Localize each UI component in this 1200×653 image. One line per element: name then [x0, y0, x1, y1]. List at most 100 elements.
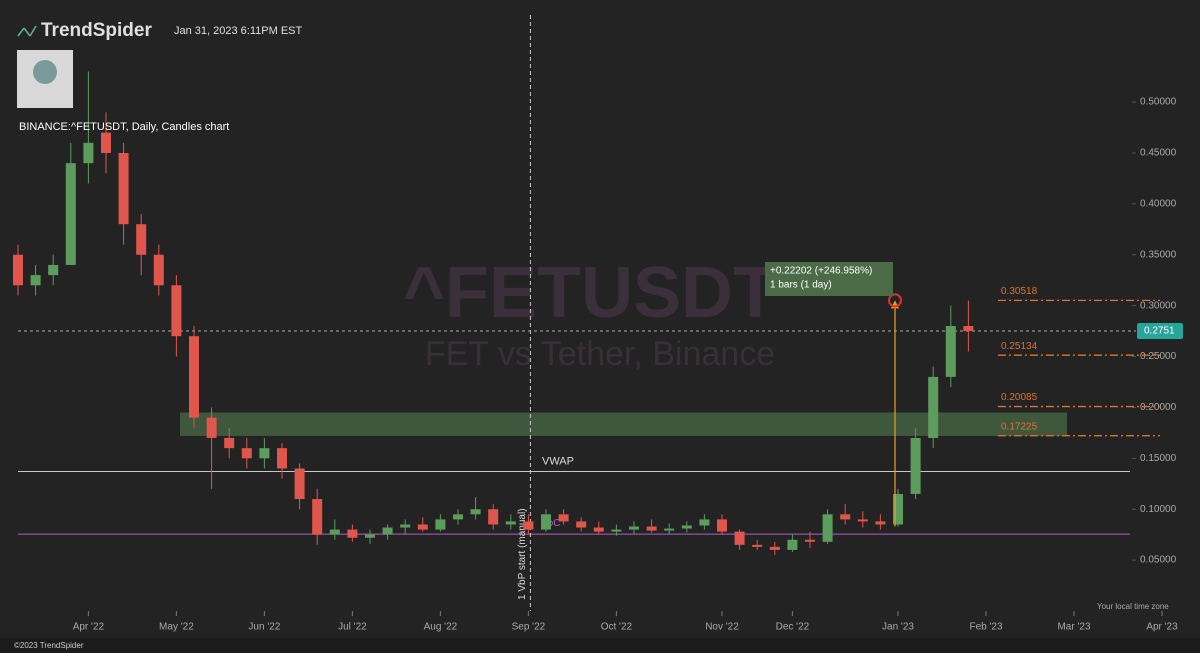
measure-text: 1 bars (1 day) — [770, 280, 832, 291]
x-tick-label: May '22 — [159, 622, 194, 633]
candle-body — [488, 509, 499, 525]
symbol-info: BINANCE:^FETUSDT, Daily, Candles chart — [19, 121, 229, 133]
candle-body — [189, 336, 199, 418]
x-tick-label: Jul '22 — [338, 622, 367, 633]
candle-body — [400, 524, 411, 528]
candle-body — [893, 493, 903, 525]
vbp-label: 1 VbP start (manual) — [517, 508, 528, 600]
candle-body — [611, 529, 622, 532]
copyright: ©2023 TrendSpider — [14, 641, 84, 650]
header: TrendSpider Jan 31, 2023 6:11PM EST BINA… — [17, 20, 302, 133]
candle-body — [505, 521, 516, 525]
y-tick-label: 0.05000 — [1140, 555, 1177, 566]
candle-body — [787, 539, 798, 550]
candle-body — [453, 514, 463, 520]
candle-body — [65, 163, 76, 265]
candle-body — [593, 527, 604, 532]
y-tick-label: 0.20000 — [1140, 402, 1177, 413]
y-tick-label: 0.30000 — [1140, 300, 1177, 311]
candle-body — [840, 514, 851, 520]
candle-body — [541, 514, 551, 530]
candle-body — [329, 529, 340, 535]
fib-label: 0.25134 — [1001, 341, 1038, 352]
x-tick-label: Mar '23 — [1057, 622, 1090, 633]
candle-body — [241, 448, 252, 459]
avatar-shape — [33, 60, 57, 84]
x-tick-label: Jan '23 — [882, 622, 914, 633]
x-tick-label: Feb '23 — [969, 622, 1002, 633]
candle-body — [717, 519, 727, 532]
candle-body — [629, 526, 639, 530]
candle-body — [101, 132, 111, 153]
last-price-box — [1137, 322, 1183, 339]
x-tick-label: Jun '22 — [248, 622, 280, 633]
candle-body — [277, 448, 287, 469]
candle-body — [805, 539, 815, 542]
plot: VWAPPoC1 VbP start (manual)0.050000.1000… — [13, 15, 1183, 633]
measure-text: +0.22202 (+246.958%) — [770, 266, 872, 277]
measure-target — [888, 293, 902, 308]
candle-body — [417, 524, 428, 530]
candle-body — [294, 468, 305, 500]
x-tick-label: Apr '23 — [1146, 622, 1178, 633]
candle-body — [312, 499, 323, 535]
y-tick-label: 0.10000 — [1140, 504, 1177, 515]
candle-body — [928, 376, 939, 438]
candle-body — [857, 519, 868, 522]
candle-body — [576, 521, 587, 528]
candle-body — [259, 448, 270, 459]
vwap-label: VWAP — [542, 455, 574, 467]
candle-body — [48, 264, 59, 276]
timestamp: Jan 31, 2023 6:11PM EST — [174, 25, 302, 37]
candle-body — [30, 275, 41, 286]
measure-box — [765, 262, 893, 296]
candle-body — [206, 417, 217, 438]
candle-body — [681, 525, 692, 529]
last-price-label: 0.2751 — [1144, 326, 1175, 337]
candle-body — [153, 254, 164, 286]
timezone-note: Your local time zone — [1097, 602, 1169, 611]
candle-body — [822, 514, 833, 542]
candle-body — [910, 437, 921, 494]
y-tick-label: 0.15000 — [1140, 453, 1177, 464]
candle-body — [224, 437, 235, 449]
y-tick-label: 0.50000 — [1140, 97, 1177, 108]
candle-body — [664, 528, 675, 531]
x-tick-label: Dec '22 — [776, 622, 810, 633]
brand: TrendSpider — [41, 20, 152, 41]
candle-body — [875, 521, 886, 525]
candle-body — [13, 254, 23, 286]
candle-body — [752, 544, 763, 547]
logo-icon — [17, 25, 37, 37]
x-tick-label: Oct '22 — [601, 622, 633, 633]
watermark-symbol: ^FETUSDT — [403, 253, 777, 333]
candle-body — [769, 546, 780, 550]
candle-body — [118, 152, 129, 225]
y-tick-label: 0.45000 — [1140, 148, 1177, 159]
candle-body — [646, 526, 657, 531]
candle-body — [83, 142, 94, 164]
candle-body — [470, 509, 481, 515]
y-tick-label: 0.40000 — [1140, 199, 1177, 210]
candle-body — [523, 521, 534, 530]
x-tick-label: Aug '22 — [424, 622, 458, 633]
y-tick-label: 0.35000 — [1140, 249, 1177, 260]
watermark-subtitle: FET vs Tether, Binance — [425, 335, 775, 373]
fib-label: 0.20085 — [1001, 392, 1038, 403]
x-tick-label: Apr '22 — [73, 622, 105, 633]
candle-body — [945, 326, 956, 377]
candle-body — [136, 224, 147, 255]
candle-body — [963, 326, 974, 332]
candle-body — [699, 519, 710, 526]
fib-label: 0.17225 — [1001, 421, 1038, 432]
candle-body — [435, 519, 446, 530]
x-tick-label: Sep '22 — [512, 622, 546, 633]
candle-body — [734, 531, 745, 545]
footer — [0, 638, 1200, 653]
candle-body — [347, 529, 358, 538]
candle-body — [365, 534, 375, 538]
zone — [180, 412, 1067, 436]
